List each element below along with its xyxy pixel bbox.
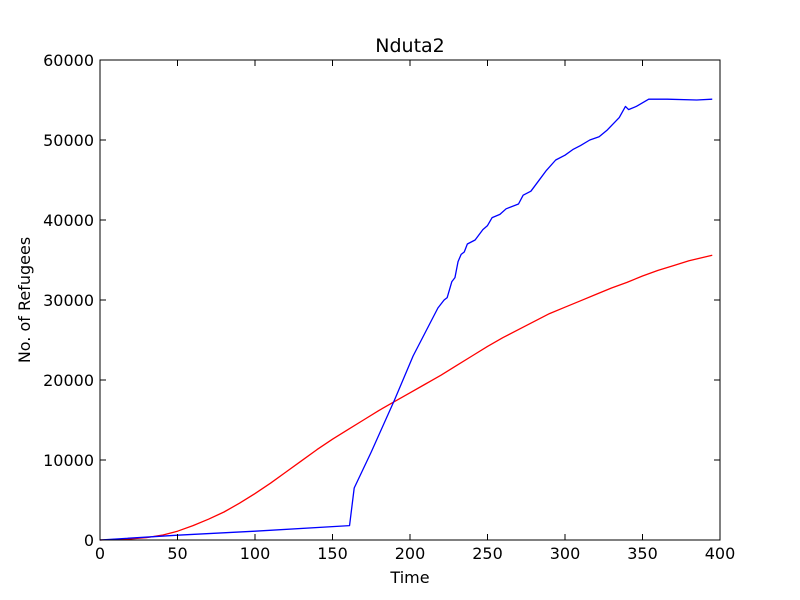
x-tick-label: 300 — [550, 544, 581, 563]
series-line-1 — [99, 254, 713, 541]
x-tick-label: 100 — [240, 544, 271, 563]
x-tick-label: 400 — [705, 544, 736, 563]
y-tick-label: 10000 — [43, 451, 94, 470]
plot-area: 0 50 100 150 200 250 300 350 400 0 10000 20000 30000… — [43, 51, 735, 563]
y-tick-label: 20000 — [43, 371, 94, 390]
chart-title: Nduta2 — [375, 35, 445, 57]
plot-background — [100, 60, 720, 540]
y-tick-label: 30000 — [43, 291, 94, 310]
x-tick-label: 350 — [627, 544, 658, 563]
y-tick-label: 40000 — [43, 211, 94, 230]
y-tick-label: 0 — [84, 531, 94, 550]
y-tick-label: 60000 — [43, 51, 94, 70]
y-tick-label: 50000 — [43, 131, 94, 150]
x-tick-label: 50 — [167, 544, 187, 563]
series-line-2 — [99, 98, 713, 541]
x-tick-label: 0 — [95, 544, 105, 563]
x-tick-label: 250 — [472, 544, 503, 563]
y-axis-label: No. of Refugees — [15, 237, 34, 363]
x-axis-label: Time — [389, 568, 429, 587]
x-tick-label: 150 — [317, 544, 348, 563]
x-tick-label: 200 — [395, 544, 426, 563]
